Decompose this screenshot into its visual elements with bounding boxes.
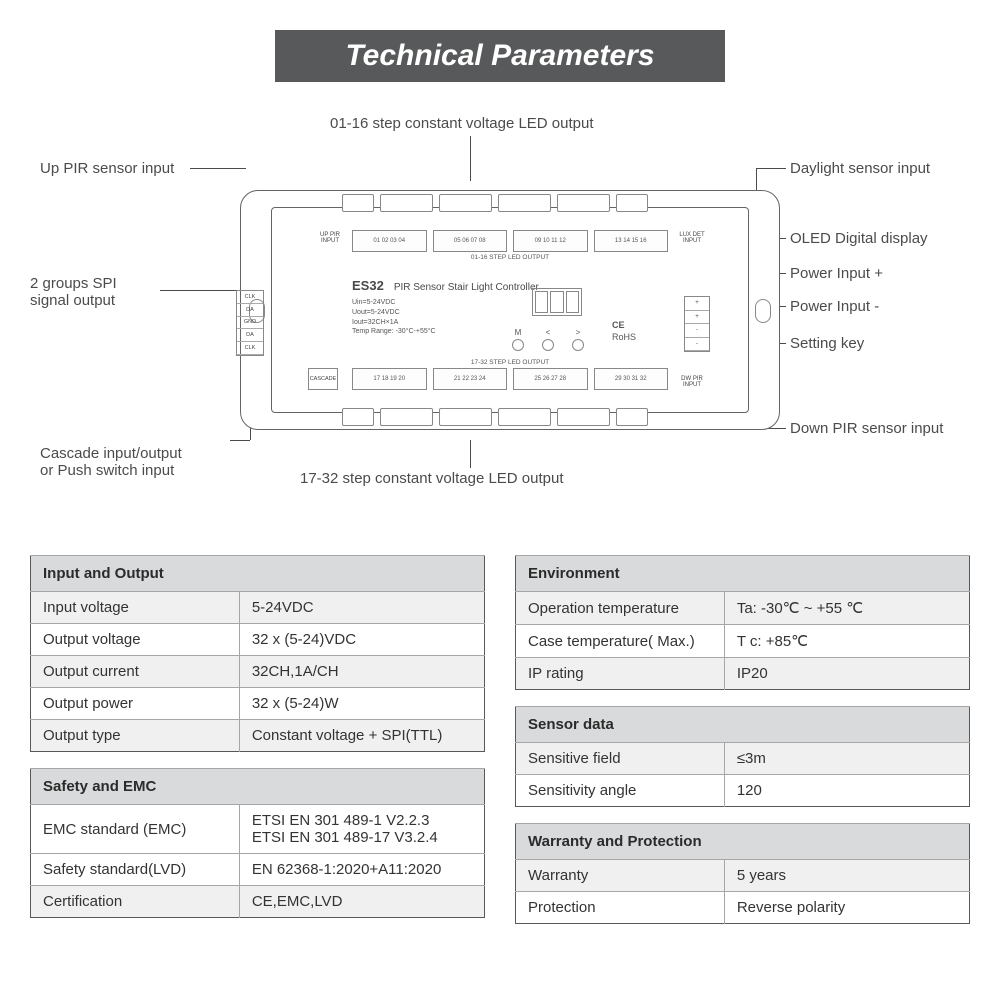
param-value: Ta: -30℃ ~ +55 ℃ [724,592,969,625]
param-value: 5 years [724,860,969,892]
param-value: 32 x (5-24)VDC [239,624,484,656]
spi-output-block: CLK DA GND DA CLK [236,290,264,356]
dw-pir-label: DW PIR INPUT [674,376,710,388]
param-value: IP20 [724,658,969,690]
page-title-banner: Technical Parameters [275,30,725,82]
param-value: ≤3m [724,743,969,775]
param-name: Protection [516,892,725,924]
spec-lines: Uin=5-24VDC Uout=5-24VDC Iout=32CH×1A Te… [352,298,436,337]
lux-label: LUX DET INPUT [674,232,710,244]
device-outline: UP PIR INPUT 01 02 03 04 05 06 07 08 09 … [240,190,780,430]
callout-spi: 2 groups SPI signal output [30,275,117,309]
callout-setting: Setting key [790,335,864,352]
table-section-header: Environment [516,556,970,592]
param-name: Warranty [516,860,725,892]
callout-pwrn: Power Input - [790,298,879,315]
up-pir-label: UP PIR INPUT [312,232,348,244]
table-row: IP ratingIP20 [516,658,970,690]
table-row: Safety standard(LVD)EN 62368-1:2020+A11:… [31,854,485,886]
callout-pwrp: Power Input + [790,265,883,282]
spec-tables: Input and OutputInput voltage5-24VDCOutp… [30,555,970,924]
callout-daylight: Daylight sensor input [790,160,930,177]
spec-table: Input and OutputInput voltage5-24VDCOutp… [30,555,485,752]
model-label: ES32PIR Sensor Stair Light Controller [352,278,539,293]
param-name: Input voltage [31,592,240,624]
callout-oled: OLED Digital display [790,230,928,247]
param-name: Sensitive field [516,743,725,775]
tables-left-column: Input and OutputInput voltage5-24VDCOutp… [30,555,485,924]
callout-top-led: 01-16 step constant voltage LED output [330,115,594,132]
param-value: 5-24VDC [239,592,484,624]
setting-buttons: M < > [512,328,584,351]
callout-cascade: Cascade input/output or Push switch inpu… [40,445,182,479]
table-row: Output voltage32 x (5-24)VDC [31,624,485,656]
table-section-header: Safety and EMC [31,769,485,805]
param-value: 32CH,1A/CH [239,656,484,688]
tables-right-column: EnvironmentOperation temperatureTa: -30℃… [515,555,970,924]
param-name: Sensitivity angle [516,775,725,807]
table-row: CertificationCE,EMC,LVD [31,886,485,918]
table-row: Output power32 x (5-24)W [31,688,485,720]
param-name: Certification [31,886,240,918]
param-name: IP rating [516,658,725,690]
param-value: 32 x (5-24)W [239,688,484,720]
table-section-header: Input and Output [31,556,485,592]
table-section-header: Sensor data [516,707,970,743]
param-value: 120 [724,775,969,807]
bot-strip-label: 17-32 STEP LED OUTPUT [272,359,748,366]
param-value: T c: +85℃ [724,625,969,658]
power-input-block: + + - - [684,296,710,352]
top-strip-label: 01-16 STEP LED OUTPUT [272,254,748,261]
table-section-header: Warranty and Protection [516,824,970,860]
param-name: Output current [31,656,240,688]
table-row: Case temperature( Max.)T c: +85℃ [516,625,970,658]
param-value: CE,EMC,LVD [239,886,484,918]
pcb: UP PIR INPUT 01 02 03 04 05 06 07 08 09 … [271,207,749,413]
table-row: Sensitive field≤3m [516,743,970,775]
param-name: Output type [31,720,240,752]
param-value: EN 62368-1:2020+A11:2020 [239,854,484,886]
table-row: Output typeConstant voltage + SPI(TTL) [31,720,485,752]
param-value: Constant voltage + SPI(TTL) [239,720,484,752]
param-name: Output power [31,688,240,720]
callout-bot-led: 17-32 step constant voltage LED output [300,470,564,487]
table-row: Warranty5 years [516,860,970,892]
table-row: Input voltage5-24VDC [31,592,485,624]
spec-table: Safety and EMCEMC standard (EMC)ETSI EN … [30,768,485,918]
table-row: EMC standard (EMC)ETSI EN 301 489-1 V2.2… [31,805,485,854]
cert-marks: CE RoHS [612,320,636,343]
table-row: ProtectionReverse polarity [516,892,970,924]
device-diagram: Up PIR sensor input 2 groups SPI signal … [50,100,950,530]
param-value: ETSI EN 301 489-1 V2.2.3 ETSI EN 301 489… [239,805,484,854]
spec-table: Sensor dataSensitive field≤3mSensitivity… [515,706,970,807]
oled-display [532,288,582,316]
param-value: Reverse polarity [724,892,969,924]
table-row: Output current32CH,1A/CH [31,656,485,688]
param-name: Output voltage [31,624,240,656]
spec-table: EnvironmentOperation temperatureTa: -30℃… [515,555,970,690]
cascade-block: CASCADE [308,368,338,390]
table-row: Operation temperatureTa: -30℃ ~ +55 ℃ [516,592,970,625]
callout-up-pir: Up PIR sensor input [40,160,174,177]
param-name: Case temperature( Max.) [516,625,725,658]
table-row: Sensitivity angle120 [516,775,970,807]
spec-table: Warranty and ProtectionWarranty5 yearsPr… [515,823,970,924]
param-name: Safety standard(LVD) [31,854,240,886]
param-name: Operation temperature [516,592,725,625]
callout-dw-pir: Down PIR sensor input [790,420,943,437]
param-name: EMC standard (EMC) [31,805,240,854]
